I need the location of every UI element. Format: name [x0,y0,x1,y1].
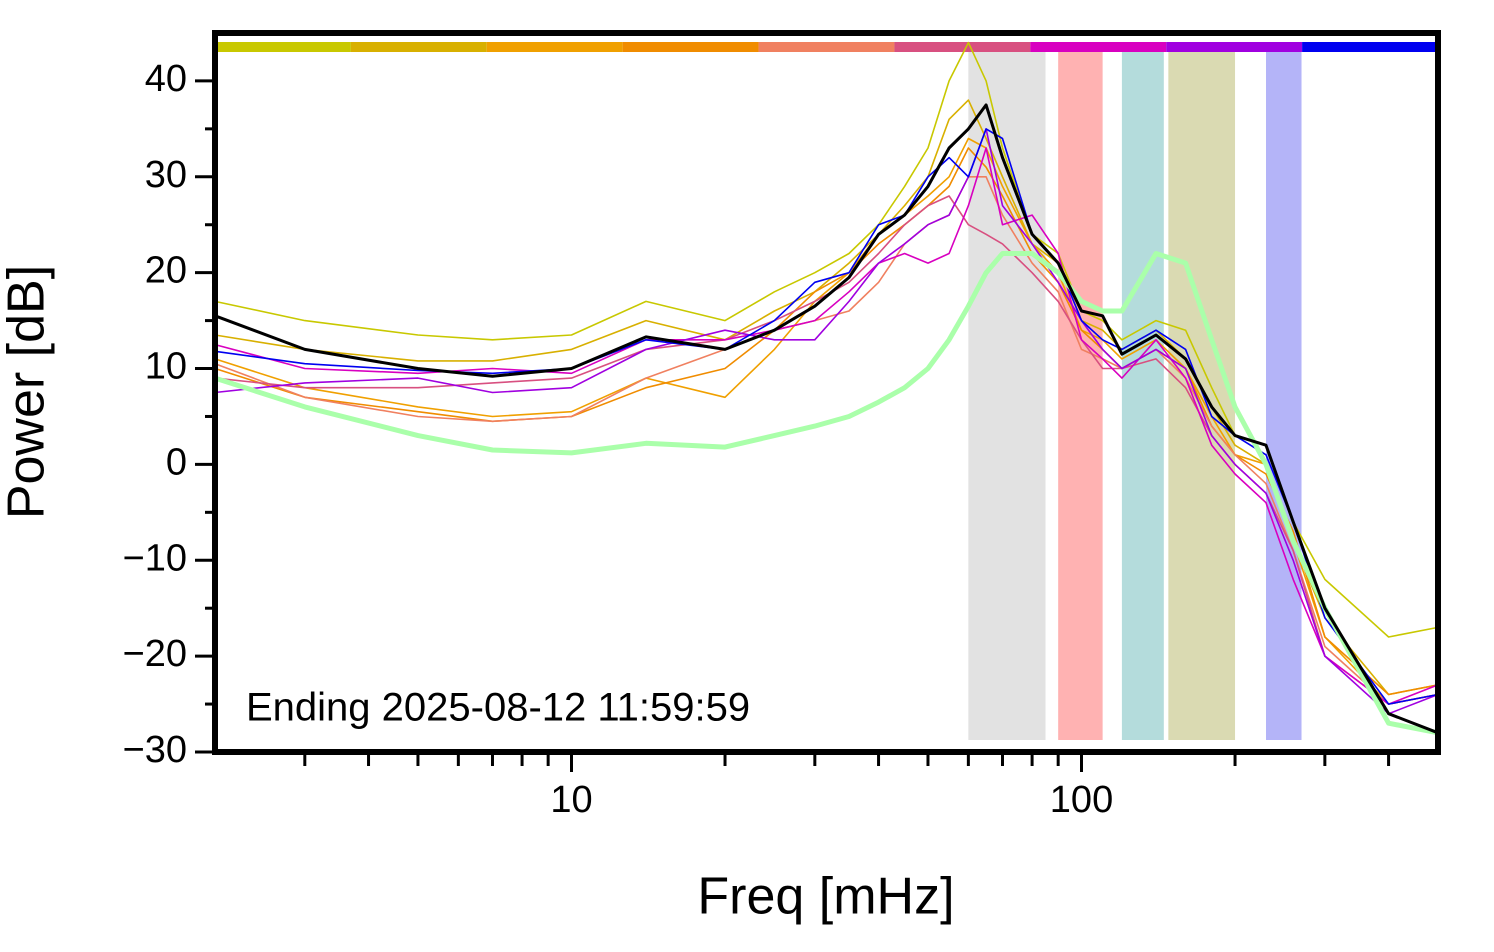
y-tick-label: 0 [166,441,187,483]
spectrum-line [214,128,1439,705]
spectrum-line [214,103,1439,735]
x-tick-label: 10 [550,779,592,821]
color-bar-segment [622,42,759,52]
y-tick-label: −30 [123,729,187,771]
color-bar-segment [350,42,487,52]
spectrum-line [214,41,1439,638]
y-axis-label: Power [dB] [0,265,56,519]
spectrum-line [214,195,1439,705]
color-bar-segment [1030,42,1167,52]
frequency-band [1121,47,1164,740]
color-bar-segment [215,42,351,52]
x-axis-label: Freq [mHz] [697,868,954,926]
y-tick-label: 20 [145,250,187,292]
spectrum-line [214,251,1439,736]
color-bar-segment [894,42,1031,52]
y-tick-label: −20 [123,633,187,675]
y-tick-label: 10 [145,346,187,388]
spectrum-line [214,176,1439,705]
x-tick-label: 100 [1050,779,1113,821]
color-bar-segment [1166,42,1303,52]
frequency-band [1265,47,1302,740]
frequency-band [1058,47,1103,740]
annotation: Ending 2025-08-12 11:59:59 [246,686,750,730]
y-tick-label: −10 [123,537,187,579]
spectrum-line [214,147,1439,705]
y-tick-label: 30 [145,154,187,196]
frequency-band [1168,47,1236,740]
plot-frame [212,30,1441,755]
color-bar-segment [758,42,895,52]
spectrum-line [214,99,1439,696]
color-bar-segment [486,42,623,52]
y-tick-label: 40 [145,58,187,100]
color-bar-segment [1302,42,1438,52]
